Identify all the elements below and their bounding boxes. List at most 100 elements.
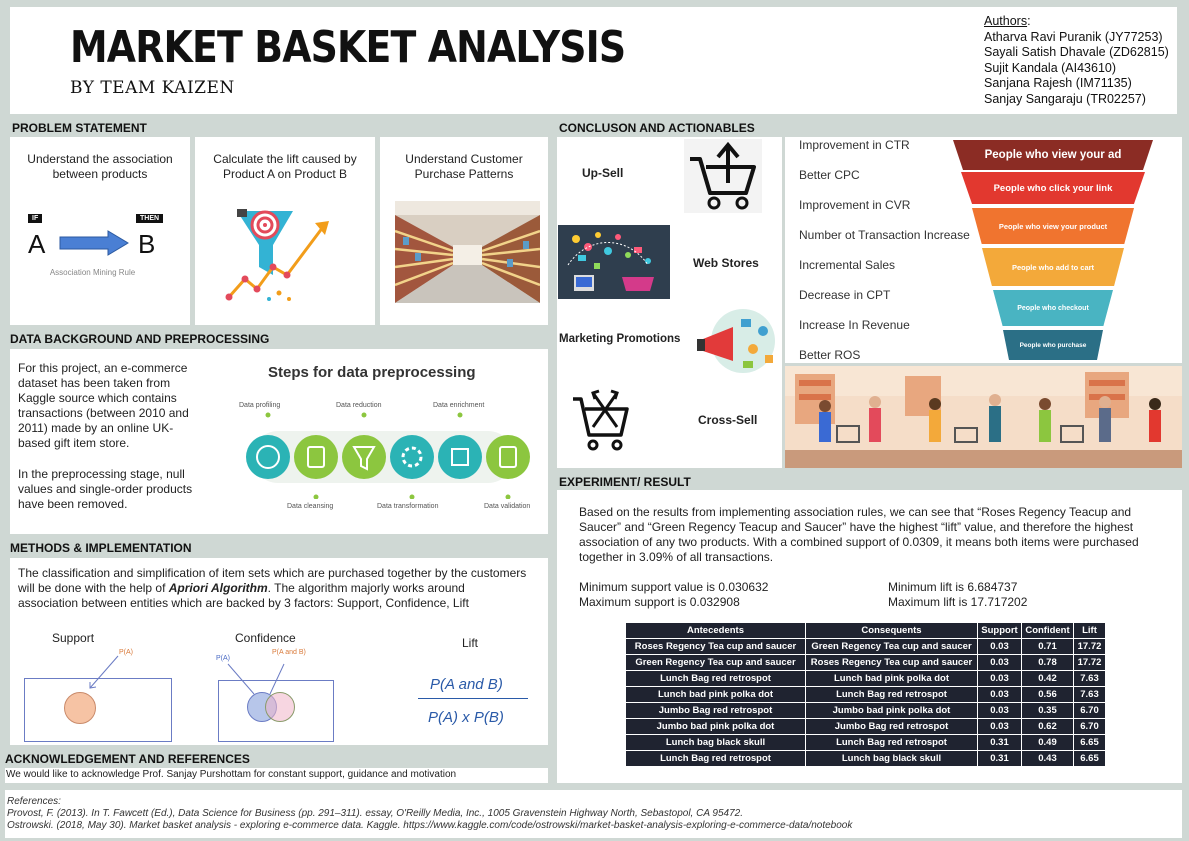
experiment-section-title: EXPERIMENT/ RESULT	[559, 475, 691, 489]
problem-section-title: PROBLEM STATEMENT	[12, 121, 147, 135]
funnel-stage-label: People who view your product	[998, 221, 1108, 231]
table-cell: 0.03	[977, 702, 1022, 719]
step-label: Data reduction	[336, 402, 382, 409]
problem-card-1: Understand the association between produ…	[10, 137, 190, 325]
lift-formula-divider	[418, 698, 528, 699]
funnel-stage-2: People who click your link	[961, 172, 1145, 204]
association-rules-table: Antecedents Consequents Support Confiden…	[625, 622, 1106, 767]
rule-caption: Association Mining Rule	[49, 268, 136, 277]
right-arrow-icon	[59, 230, 129, 256]
table-cell: 0.78	[1021, 654, 1074, 671]
table-cell: 0.62	[1021, 718, 1074, 735]
step-label: Data transformation	[377, 503, 439, 510]
methods-panel: The classification and simplification of…	[10, 558, 548, 745]
table-cell: 17.72	[1073, 654, 1106, 671]
table-cell: 0.49	[1021, 734, 1074, 751]
rule-b-label: B	[138, 229, 156, 259]
table-cell: Green Regency Tea cup and saucer	[805, 638, 978, 655]
then-badge: THEN	[136, 214, 164, 223]
table-cell: 6.70	[1073, 718, 1106, 735]
rule-a-label: A	[28, 229, 46, 259]
table-cell: 0.31	[977, 750, 1022, 767]
metric-label: Incremental Sales	[799, 258, 896, 272]
marketing-megaphone-illustration	[697, 309, 775, 373]
pointer-arrow-icon	[227, 663, 285, 695]
table-cell: Lunch Bag red retrospot	[805, 734, 978, 751]
problem-card-text: Understand the association between produ…	[27, 152, 173, 181]
preprocessing-paragraph: In the preprocessing stage, null values …	[18, 467, 193, 511]
table-header-row: Antecedents Consequents Support Confiden…	[625, 622, 1106, 639]
column-header: Consequents	[805, 622, 978, 639]
header-panel	[10, 7, 1177, 114]
authors-block: Authors: Atharva Ravi Puranik (JY77253) …	[984, 14, 1169, 106]
author-name: Sanjay Sangaraju (TR02257)	[984, 91, 1146, 106]
conclusion-section-title: CONCLUSON AND ACTIONABLES	[559, 121, 755, 135]
column-header: Lift	[1073, 622, 1106, 639]
metric-label: Improvement in CTR	[799, 138, 910, 152]
steps-title: Steps for data preprocessing	[268, 364, 476, 381]
data-background-section-title: DATA BACKGROUND AND PREPROCESSING	[10, 332, 270, 346]
table-cell: 17.72	[1073, 638, 1106, 655]
table-cell: 0.03	[977, 670, 1022, 687]
table-cell: 0.42	[1021, 670, 1074, 687]
table-row: Lunch bag black skull Lunch Bag red retro…	[625, 734, 1106, 751]
column-header: Support	[977, 622, 1022, 639]
table-row: Green Regency Tea cup and saucer Roses Re…	[625, 654, 1106, 671]
table-cell: Lunch bad pink polka dot	[625, 686, 806, 703]
metric-label: Decrease in CPT	[799, 288, 891, 302]
methods-text-before: The classification and simplification of…	[18, 566, 527, 595]
column-header: Confident	[1021, 622, 1074, 639]
table-cell: Roses Regency Tea cup and saucer	[805, 654, 978, 671]
table-cell: Jumbo bad pink polka dot	[805, 702, 978, 719]
support-circle	[64, 692, 96, 724]
table-cell: 6.65	[1073, 750, 1106, 767]
table-row: Lunch Bag red retrospot Lunch bag black s…	[625, 750, 1106, 767]
poster-title: MARKET BASKET ANALYSIS	[70, 22, 626, 73]
support-pa-annotation: P(A)	[119, 649, 133, 656]
lift-label: Lift	[462, 636, 479, 650]
methods-text-after: . The algorithm majorly works around ass…	[18, 581, 469, 610]
upsell-label: Up-Sell	[582, 166, 624, 180]
author-name: Sayali Satish Dhavale (ZD62815)	[984, 45, 1169, 60]
author-name: Atharva Ravi Puranik (JY77253)	[984, 29, 1163, 44]
table-cell: 7.63	[1073, 670, 1106, 687]
webstores-label: Web Stores	[693, 256, 759, 270]
step-label: Data enrichment	[433, 402, 485, 409]
crosssell-cart-icon	[573, 389, 629, 451]
author-name: Sujit Kandala (AI43610)	[984, 60, 1117, 75]
lift-formula-numerator: P(A and B)	[430, 676, 503, 693]
table-cell: Lunch Bag red retrospot	[625, 750, 806, 767]
data-background-panel: For this project, an e-commerce dataset …	[10, 349, 548, 534]
support-label: Support	[52, 631, 95, 645]
table-cell: 0.71	[1021, 638, 1074, 655]
table-cell: 0.03	[977, 686, 1022, 703]
data-background-paragraph: For this project, an e-commerce dataset …	[18, 361, 189, 450]
table-cell: 0.35	[1021, 702, 1074, 719]
confidence-pa-annotation: P(A)	[216, 655, 230, 662]
table-cell: 6.65	[1073, 734, 1106, 751]
funnel-stage-3: People who view your product	[972, 208, 1134, 244]
methods-section-title: METHODS & IMPLEMENTATION	[10, 541, 192, 555]
table-cell: Green Regency Tea cup and saucer	[625, 654, 806, 671]
step-label: Data profiling	[239, 402, 281, 409]
table-cell: Jumbo bad pink polka dot	[625, 718, 806, 735]
table-row: Jumbo Bag red retrospot Jumbo bad pink po…	[625, 702, 1106, 719]
metric-label: Number ot Transaction Increase	[799, 228, 970, 242]
confidence-label: Confidence	[235, 631, 296, 645]
table-row: Lunch Bag red retrospot Lunch bad pink po…	[625, 670, 1106, 687]
apriori-algorithm-text: Apriori Algorithm	[168, 581, 268, 595]
shoppers-illustration	[785, 366, 1182, 468]
problem-card-3: Understand Customer Purchase Patterns	[380, 137, 548, 325]
metric-label: Better ROS	[799, 348, 861, 362]
table-cell: Jumbo Bag red retrospot	[805, 718, 978, 735]
table-cell: 6.70	[1073, 702, 1106, 719]
table-cell: Roses Regency Tea cup and saucer	[625, 638, 806, 655]
methods-paragraph: The classification and simplification of…	[18, 566, 528, 611]
lift-funnel-chart-icon	[225, 209, 329, 301]
funnel-stage-label: People who checkout	[1017, 304, 1089, 312]
metric-label: Increase In Revenue	[799, 318, 910, 332]
metric-label: Improvement in CVR	[799, 198, 911, 212]
marketing-promotions-label: Marketing Promotions	[559, 333, 681, 345]
funnel-stage-5: People who checkout	[993, 290, 1113, 326]
step-label: Data validation	[484, 503, 531, 510]
